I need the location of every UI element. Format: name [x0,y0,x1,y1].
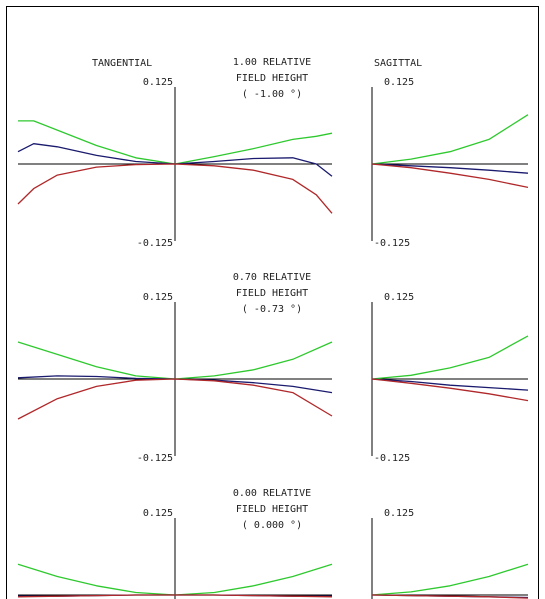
tangential-ytick-bottom: -0.125 [137,238,173,249]
sagittal-curve-green [371,335,529,380]
tangential-heading: TANGENTIAL [92,58,152,69]
tangential-ytick-bottom: -0.125 [137,453,173,464]
tangential-curve-red [17,594,333,598]
tangential-ytick-top: 0.125 [143,77,173,88]
sagittal-ytick-top: 0.125 [384,508,414,519]
field-label-line: FIELD HEIGHT [236,288,308,299]
sagittal-curve-blue [371,163,529,174]
tangential-curve-red [17,163,333,214]
sagittal-ytick-bottom: -0.125 [374,453,410,464]
tangential-ytick-top: 0.125 [143,508,173,519]
field-label-line: 0.00 RELATIVE [233,488,311,499]
sagittal-curve-green [371,563,529,596]
sagittal-curve-green [371,114,529,165]
sagittal-curve-red [371,378,529,402]
sagittal-curve-red [371,594,529,599]
field-label-line: 1.00 RELATIVE [233,57,311,68]
sagittal-ytick-top: 0.125 [384,77,414,88]
plot-border [6,6,539,599]
panels: 0.125 0.125 -0.125 -0.125 1.00 RELATIVE FIELD… [17,57,529,599]
tangential-curve-red [17,378,333,420]
field-label-line: FIELD HEIGHT [236,73,308,84]
sagittal-curve-blue [371,378,529,391]
field-label-line: 0.70 RELATIVE [233,272,311,283]
sagittal-ytick-top: 0.125 [384,292,414,303]
field-label-line: ( -0.73 °) [242,304,302,315]
tangential-ytick-top: 0.125 [143,292,173,303]
field-label-line: ( -1.00 °) [242,89,302,100]
sagittal-curve-red [371,163,529,189]
field-label-line: ( 0.000 °) [242,520,302,531]
sagittal-ytick-bottom: -0.125 [374,238,410,249]
field-label-line: FIELD HEIGHT [236,504,308,515]
sagittal-heading: SAGITTAL [374,58,422,69]
